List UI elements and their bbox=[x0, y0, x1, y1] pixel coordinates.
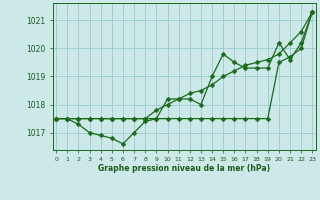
X-axis label: Graphe pression niveau de la mer (hPa): Graphe pression niveau de la mer (hPa) bbox=[98, 164, 270, 173]
